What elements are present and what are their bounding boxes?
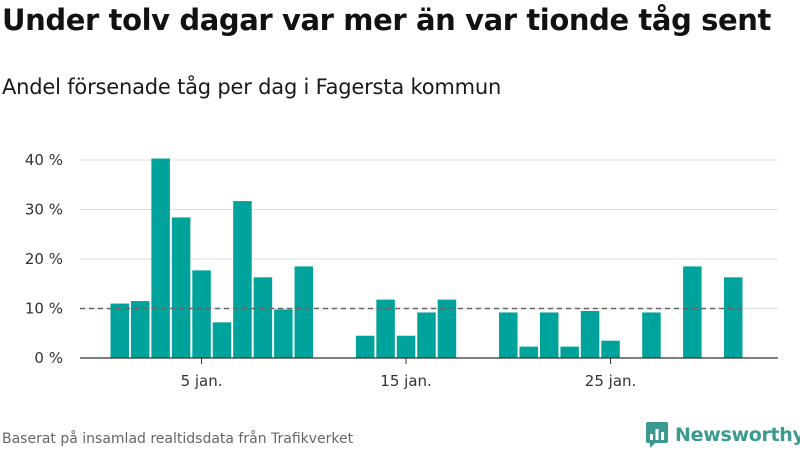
- bar: [192, 270, 211, 358]
- bar: [274, 309, 293, 358]
- brand-name: Newsworthy: [675, 424, 800, 446]
- bar: [539, 312, 559, 358]
- bar: [110, 303, 129, 358]
- brand-logo-group: Newsworthy: [645, 421, 800, 449]
- bar: [499, 312, 518, 358]
- chart-subtitle: Andel försenade tåg per dag i Fagersta k…: [2, 75, 502, 99]
- bar: [233, 201, 252, 358]
- y-tick-label: 0 %: [34, 349, 63, 367]
- bar: [294, 266, 314, 358]
- x-tick-label: 15 jan.: [380, 372, 432, 390]
- bar: [355, 335, 375, 358]
- bar: [437, 299, 457, 358]
- bar: [642, 312, 661, 358]
- bar: [396, 335, 416, 358]
- newsworthy-logo-icon: [646, 422, 668, 448]
- bar: [683, 266, 702, 358]
- bar: [171, 217, 191, 358]
- bar: [253, 277, 273, 358]
- bar: [560, 346, 579, 358]
- bar: [417, 312, 436, 358]
- bar: [376, 299, 395, 358]
- bar: [151, 158, 170, 358]
- source-note: Baserat på insamlad realtidsdata från Tr…: [2, 431, 354, 447]
- x-tick-label: 5 jan.: [181, 372, 223, 390]
- x-tick-label: 25 jan.: [585, 372, 637, 390]
- bar: [519, 346, 538, 358]
- bar: [580, 310, 600, 358]
- bar: [212, 322, 232, 358]
- bar: [601, 340, 620, 358]
- y-tick-label: 30 %: [25, 201, 63, 219]
- bar: [724, 277, 743, 358]
- y-tick-label: 40 %: [25, 151, 63, 169]
- y-tick-label: 10 %: [25, 300, 63, 318]
- bars: [110, 158, 743, 358]
- chart-title: Under tolv dagar var mer än var tionde t…: [2, 3, 771, 37]
- bar: [130, 301, 150, 358]
- axes: 0 % 10 % 20 % 30 % 40 % 5 jan. 15 jan. 25 jan.: [25, 151, 778, 390]
- y-tick-label: 20 %: [25, 250, 63, 268]
